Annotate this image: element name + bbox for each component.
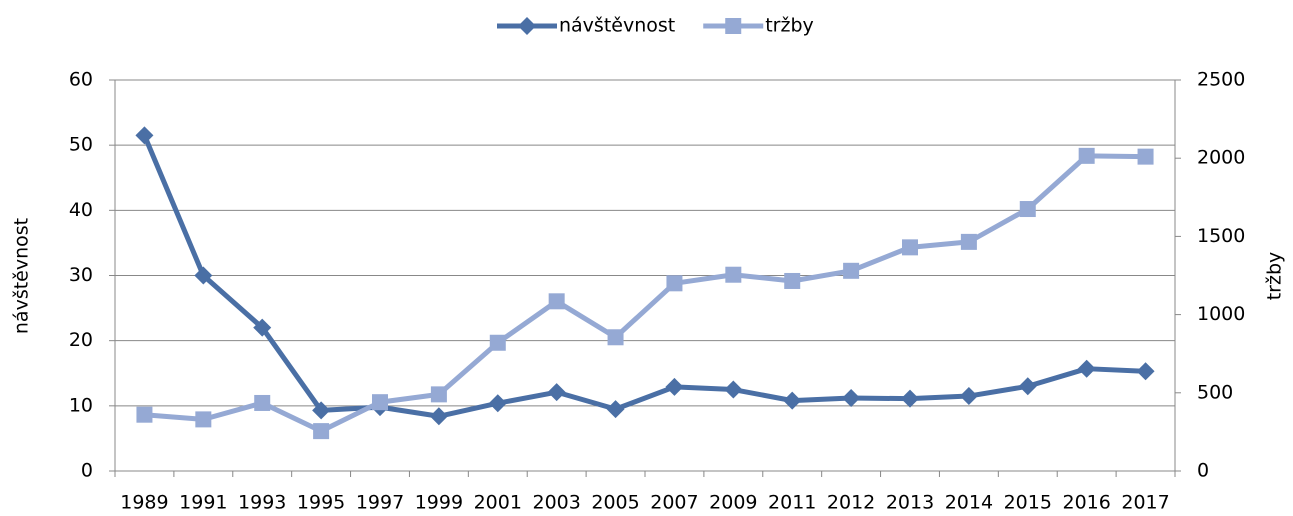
marker <box>548 293 565 310</box>
marker <box>372 394 388 411</box>
x-tick-label: 2016 <box>1062 492 1110 514</box>
marker <box>429 407 448 426</box>
marker <box>606 400 625 419</box>
x-tick-label: 2015 <box>1004 492 1052 514</box>
marker <box>784 272 801 289</box>
y2-tick-label: 1000 <box>1197 303 1245 325</box>
marker <box>194 266 213 285</box>
marker <box>135 126 154 145</box>
x-tick-label: 2007 <box>650 492 698 514</box>
x-tick-label: 2005 <box>591 492 639 514</box>
marker <box>724 380 743 399</box>
x-tick-label: 2011 <box>768 492 816 514</box>
marker <box>312 401 331 420</box>
y2-tick-label: 2500 <box>1197 69 1245 91</box>
y-tick-label: 10 <box>69 394 93 416</box>
marker <box>959 387 978 406</box>
marker <box>547 383 566 402</box>
y2-tick-label: 0 <box>1197 460 1209 482</box>
x-tick-label: 1993 <box>238 492 286 514</box>
marker <box>665 377 684 396</box>
marker <box>666 275 683 292</box>
marker <box>136 406 153 423</box>
y2-axis-title: tržby <box>1264 252 1286 301</box>
marker <box>254 394 271 411</box>
legend-label: tržby <box>765 15 814 37</box>
marker <box>518 17 536 35</box>
x-tick-label: 2013 <box>886 492 934 514</box>
marker <box>902 239 918 256</box>
marker <box>725 266 742 283</box>
x-tick-label: 2001 <box>474 492 522 514</box>
x-tick-label: 1997 <box>356 492 404 514</box>
marker <box>725 18 742 34</box>
x-tick-label: 1989 <box>120 492 168 514</box>
x-tick-label: 1995 <box>297 492 345 514</box>
marker <box>253 318 272 337</box>
y-tick-label: 50 <box>69 134 93 156</box>
marker <box>842 389 861 408</box>
y-axis-title: návštěvnost <box>11 218 33 334</box>
x-tick-label: 1999 <box>415 492 463 514</box>
x-tick-label: 2017 <box>1121 492 1169 514</box>
marker <box>1136 362 1155 381</box>
marker <box>960 233 977 250</box>
legend-label: návštěvnost <box>559 15 675 37</box>
x-tick-label: 2014 <box>945 492 993 514</box>
marker <box>1018 377 1037 396</box>
marker <box>195 411 212 428</box>
y-tick-label: 20 <box>69 329 93 351</box>
y-tick-label: 60 <box>69 69 93 91</box>
x-tick-label: 1991 <box>179 492 227 514</box>
series-line <box>144 153 1146 434</box>
marker <box>1077 359 1096 378</box>
marker <box>783 391 802 410</box>
y2-tick-label: 500 <box>1197 381 1233 403</box>
y2-tick-label: 1500 <box>1197 225 1245 247</box>
marker <box>489 334 506 351</box>
x-tick-label: 2012 <box>827 492 875 514</box>
marker <box>313 423 330 440</box>
marker <box>607 329 624 346</box>
series-line <box>142 134 1146 419</box>
marker <box>488 394 507 413</box>
marker <box>430 386 447 403</box>
marker <box>843 262 860 279</box>
x-tick-label: 2003 <box>532 492 580 514</box>
marker <box>1019 201 1036 218</box>
y-tick-label: 30 <box>69 264 93 286</box>
y2-tick-label: 2000 <box>1197 147 1245 169</box>
marker <box>1078 147 1095 164</box>
marker <box>901 389 919 408</box>
x-tick-label: 2009 <box>709 492 757 514</box>
y-tick-label: 40 <box>69 199 93 221</box>
marker <box>1137 148 1154 165</box>
y-tick-label: 0 <box>81 460 93 482</box>
